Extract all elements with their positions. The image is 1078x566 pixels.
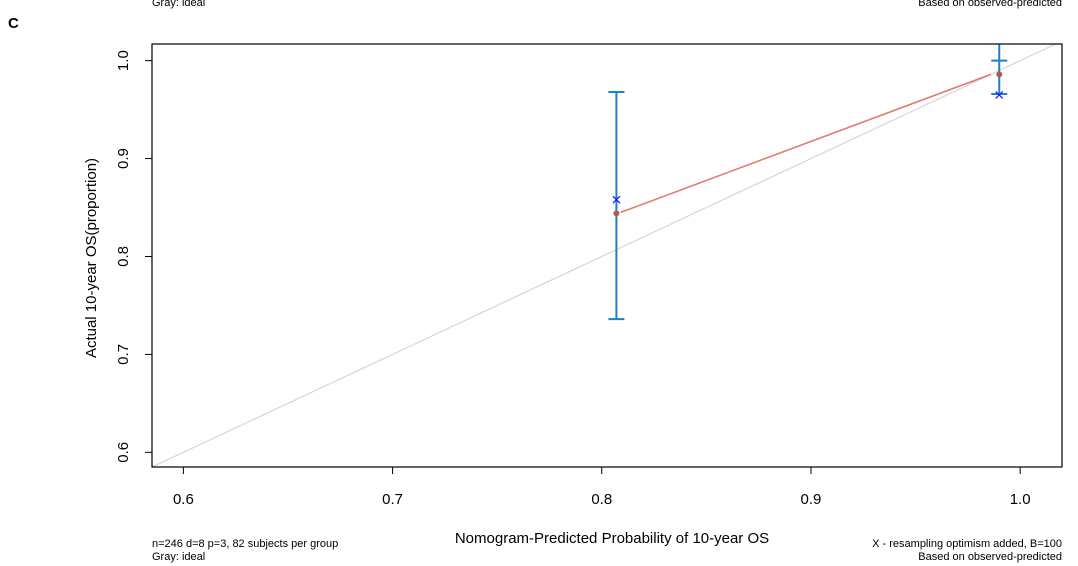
corrected-x-stroke (612, 195, 621, 204)
x-tick-label: 0.8 (591, 491, 612, 508)
top-note-right: Based on observed-predicted (918, 0, 1062, 9)
corrected-x-marker (995, 90, 1004, 99)
x-axis-label: Nomogram-Predicted Probability of 10-yea… (455, 530, 769, 547)
apparent-line (620, 73, 992, 214)
y-tick-label: 0.9 (115, 148, 132, 169)
observed-point (613, 210, 620, 217)
bottom-note-right-2: Based on observed-predicted (918, 551, 1062, 563)
bottom-note-right-1: X - resampling optimism added, B=100 (872, 538, 1062, 550)
y-tick-label: 1.0 (115, 50, 132, 71)
y-tick-label: 0.6 (115, 442, 132, 463)
plot-area: 0.6 0.7 0.8 0.9 1.0 0.6 0.7 0.8 0.9 1.0 (115, 43, 1063, 508)
panel-label: C (8, 15, 19, 32)
error-bar-1 (608, 90, 625, 321)
bottom-note-left-1: n=246 d=8 p=3, 82 subjects per group (152, 538, 338, 550)
error-bar-2 (991, 44, 1008, 95)
plot-frame (151, 43, 1063, 468)
y-tick-label: 0.7 (115, 344, 132, 365)
y-axis-label: Actual 10-year OS(proportion) (83, 158, 100, 358)
corrected-x-marker (612, 195, 621, 204)
top-note-left: Gray: ideal (152, 0, 205, 9)
observed-point (996, 71, 1003, 78)
x-tick-label: 1.0 (1010, 491, 1031, 508)
corrected-x-stroke (995, 90, 1004, 99)
y-tick-label: 0.8 (115, 246, 132, 267)
bottom-note-left-2: Gray: ideal (152, 551, 205, 563)
x-tick-label: 0.6 (173, 491, 194, 508)
x-tick-label: 0.7 (382, 491, 403, 508)
ideal-line (152, 44, 1058, 467)
x-tick-label: 0.9 (801, 491, 822, 508)
